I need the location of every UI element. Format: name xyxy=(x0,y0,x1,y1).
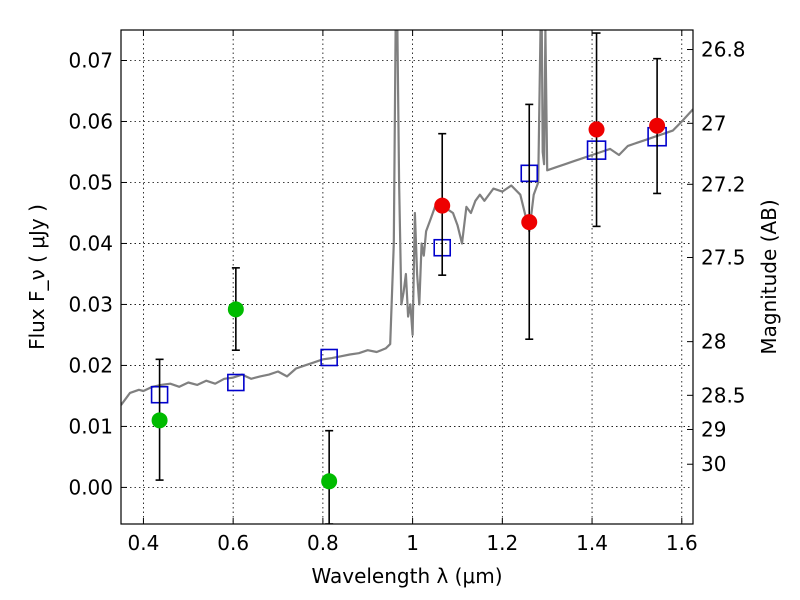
y-right-tick-label: 29 xyxy=(701,417,726,441)
y-right-tick-label: 27 xyxy=(701,111,726,135)
y-tick-label: 0.07 xyxy=(68,48,113,72)
data-point xyxy=(434,197,451,214)
y-tick-label: 0.01 xyxy=(68,414,113,438)
model-square-marker xyxy=(320,348,338,367)
x-tick-label: 0.8 xyxy=(307,531,339,555)
x-tick-label: 1 xyxy=(406,531,419,555)
x-axis-label: Wavelength λ (μm) xyxy=(311,564,502,588)
data-point xyxy=(649,117,666,134)
data-point xyxy=(151,412,168,429)
x-tick-label: 1.6 xyxy=(666,531,698,555)
y-tick-label: 0.06 xyxy=(68,109,113,133)
y-right-tick-label: 28.5 xyxy=(701,383,746,407)
series-layer xyxy=(121,30,693,524)
grid xyxy=(121,30,693,524)
x-tick-label: 1.2 xyxy=(486,531,518,555)
y-axis-right-label: Magnitude (AB) xyxy=(757,199,781,354)
y-right-tick-label: 30 xyxy=(701,452,726,476)
ticks: 0.4 0.6 0.8 1 1.2 1.4 1.6 0.00 0.01 0.02 0.03 0.04 0… xyxy=(68,30,746,555)
y-tick-label: 0.02 xyxy=(68,353,113,377)
y-right-tick-label: 27.2 xyxy=(701,172,746,196)
data-point xyxy=(321,473,338,490)
y-tick-label: 0.03 xyxy=(68,292,113,316)
x-tick-label: 0.6 xyxy=(217,531,249,555)
spectrum-line xyxy=(121,30,693,406)
y-axis-label: Flux F_ν ( μJy ) xyxy=(25,204,49,350)
y-tick-label: 0.04 xyxy=(68,231,113,255)
data-point xyxy=(521,214,538,231)
model-square-marker xyxy=(227,373,245,392)
x-tick-label: 0.4 xyxy=(128,531,160,555)
y-right-tick-label: 26.8 xyxy=(701,38,746,62)
y-tick-label: 0.00 xyxy=(68,475,113,499)
plot-frame xyxy=(120,29,694,525)
y-tick-label: 0.05 xyxy=(68,170,113,194)
data-point xyxy=(227,301,244,318)
data-point xyxy=(588,121,605,138)
y-right-tick-label: 27.5 xyxy=(701,245,746,269)
y-right-tick-label: 28 xyxy=(701,330,726,354)
x-tick-label: 1.4 xyxy=(576,531,608,555)
